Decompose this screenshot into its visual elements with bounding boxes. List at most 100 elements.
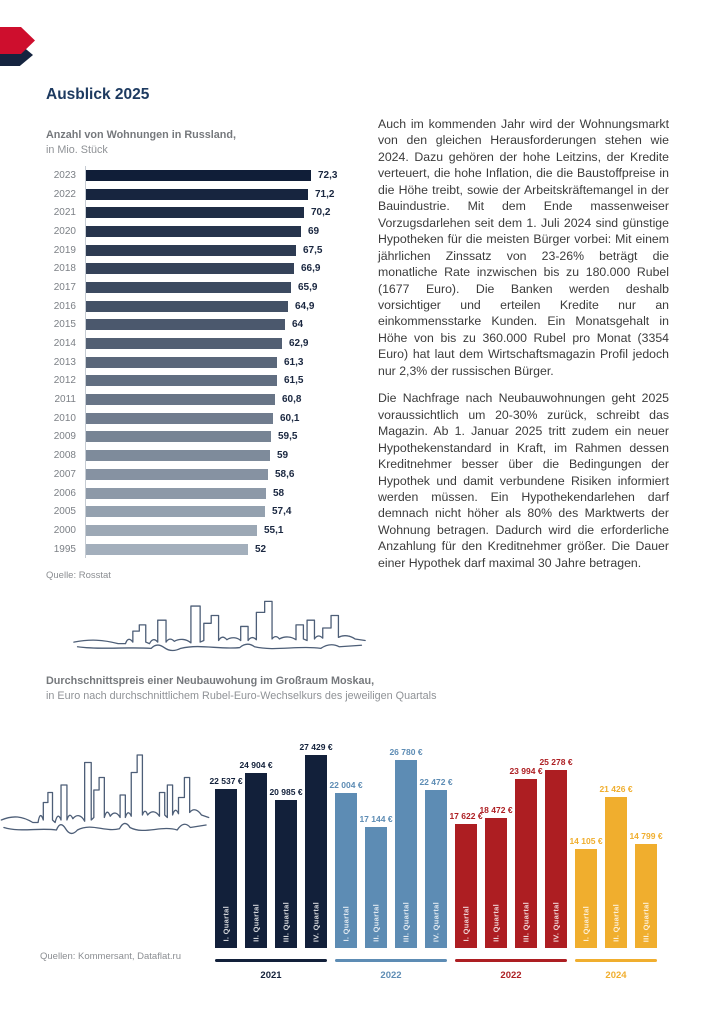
- year-label: 2022: [500, 970, 522, 981]
- year-underline: [455, 959, 567, 962]
- housing-row: 2020 69: [40, 222, 375, 241]
- housing-bar-track: 58,6: [85, 465, 375, 484]
- housing-row: 2010 60,1: [40, 408, 375, 428]
- housing-bar: [86, 169, 311, 181]
- housing-bar: [86, 375, 277, 387]
- price-value-label: 17 622 €: [449, 811, 483, 821]
- year-underline: [575, 959, 657, 962]
- housing-row: 2005 57,4: [40, 502, 375, 522]
- housing-bar-track: 64: [85, 315, 375, 335]
- quarter-label: IV. Quartal: [551, 901, 561, 942]
- quarter-label: I. Quartal: [461, 906, 471, 942]
- housing-bar: [86, 225, 301, 237]
- housing-bar-track: 60,8: [85, 390, 375, 409]
- article-paragraph: Auch im kommenden Jahr wird der Wohnungs…: [378, 117, 669, 378]
- housing-bar: [86, 412, 273, 424]
- price-value-label: 22 537 €: [209, 776, 243, 786]
- housing-value-label: 66,9: [301, 263, 321, 275]
- housing-bar-track: 57,4: [85, 502, 375, 522]
- quarter-label: IV. Quartal: [311, 901, 321, 942]
- housing-bar-track: 67,5: [85, 240, 375, 260]
- skyline-drawing: [73, 600, 366, 652]
- price-value-label: 27 429 €: [299, 742, 333, 752]
- housing-value-label: 58: [273, 487, 285, 499]
- housing-row: 2007 58,6: [40, 465, 375, 484]
- quarter-label: II. Quartal: [251, 904, 261, 942]
- housing-bar: [86, 431, 271, 443]
- housing-value-label: 69: [308, 225, 320, 237]
- price-bar: 22 472 € IV. Quartal: [419, 777, 453, 948]
- quarter-label: II. Quartal: [611, 904, 621, 942]
- housing-value-label: 64,9: [295, 300, 315, 312]
- housing-bar-track: 71,2: [85, 184, 375, 204]
- price-value-label: 17 144 €: [359, 814, 393, 824]
- housing-row: 2006 58: [40, 483, 375, 503]
- quarter-label: I. Quartal: [581, 906, 591, 942]
- price-bar: 20 985 € III. Quartal: [269, 787, 303, 948]
- price-value-label: 26 780 €: [389, 747, 423, 757]
- housing-value-label: 62,9: [289, 338, 309, 350]
- housing-year-label: 2012: [53, 375, 76, 387]
- housing-year-label: 2022: [53, 188, 76, 200]
- housing-bar-track: 70,2: [85, 203, 375, 223]
- price-bar: 26 780 € III. Quartal: [389, 747, 423, 948]
- housing-year-label: 2000: [53, 524, 76, 536]
- price-bar: 17 622 € I. Quartal: [449, 811, 483, 948]
- price-bar: 14 799 € III. Quartal: [629, 831, 663, 948]
- year-label: 2021: [260, 970, 282, 981]
- housing-value-label: 67,5: [303, 244, 323, 256]
- housing-row: 2012 61,5: [40, 371, 375, 391]
- housing-bar-track: 55,1: [85, 521, 375, 540]
- housing-row: 2016 64,9: [40, 296, 375, 316]
- housing-bar-track: 61,3: [85, 352, 375, 372]
- year-label: 2022: [380, 970, 402, 981]
- housing-value-label: 52: [255, 543, 267, 555]
- housing-bar-track: 65,9: [85, 278, 375, 297]
- price-value-label: 14 105 €: [569, 836, 603, 846]
- housing-row: 2009 59,5: [40, 427, 375, 447]
- quarter-label: I. Quartal: [221, 906, 231, 942]
- housing-bar-track: 61,5: [85, 371, 375, 391]
- housing-year-label: 2016: [53, 300, 76, 312]
- housing-value-label: 60,1: [280, 412, 300, 424]
- article-paragraph: Die Nachfrage nach Neubauwohnungen geht …: [378, 391, 669, 570]
- quarter-label: IV. Quartal: [431, 901, 441, 942]
- housing-year-label: 2018: [53, 263, 76, 275]
- housing-bar-track: 52: [85, 539, 375, 559]
- housing-value-label: 64: [292, 319, 304, 331]
- housing-year-label: 2006: [53, 487, 76, 499]
- housing-value-label: 61,5: [284, 375, 304, 387]
- housing-bar: [86, 487, 266, 499]
- housing-value-label: 59,5: [278, 431, 298, 443]
- housing-row: 1995 52: [40, 539, 375, 559]
- price-bar: 23 994 € III. Quartal: [509, 766, 543, 948]
- price-bar: 22 004 € I. Quartal: [329, 780, 363, 948]
- housing-bar-track: 62,9: [85, 334, 375, 353]
- housing-year-label: 2015: [53, 319, 76, 331]
- housing-year-label: 2007: [53, 468, 76, 480]
- housing-bar: [86, 356, 277, 368]
- housing-value-label: 71,2: [315, 188, 335, 200]
- housing-bar-track: 66,9: [85, 259, 375, 279]
- price-bar-chart: 22 537 € I. Quartal 24 904 € II. Quartal 20 …: [209, 742, 663, 981]
- housing-bar: [86, 450, 270, 462]
- quarter-label: II. Quartal: [371, 904, 381, 942]
- year-label: 2024: [605, 970, 627, 981]
- housing-bar-chart: 2023 72,3 2022 71,2 2021 70,2 2020 69 2019 67,5 20…: [40, 166, 375, 559]
- quarter-label: I. Quartal: [341, 906, 351, 942]
- price-bar: 18 472 € II. Quartal: [479, 805, 513, 948]
- housing-bar: [86, 338, 282, 350]
- logo-red-arrow-icon: [0, 27, 35, 54]
- housing-year-label: 2020: [53, 225, 76, 237]
- housing-bar: [86, 506, 265, 518]
- price-bar: 17 144 € II. Quartal: [359, 814, 393, 948]
- quarter-label: III. Quartal: [281, 901, 291, 942]
- housing-year-label: 2005: [53, 506, 76, 518]
- housing-bar: [86, 300, 288, 312]
- quarter-label: II. Quartal: [491, 904, 501, 942]
- housing-row: 2018 66,9: [40, 259, 375, 279]
- housing-row: 2000 55,1: [40, 521, 375, 540]
- price-bar: 14 105 € I. Quartal: [569, 836, 603, 948]
- housing-chart-source: Quelle: Rosstat: [46, 570, 111, 581]
